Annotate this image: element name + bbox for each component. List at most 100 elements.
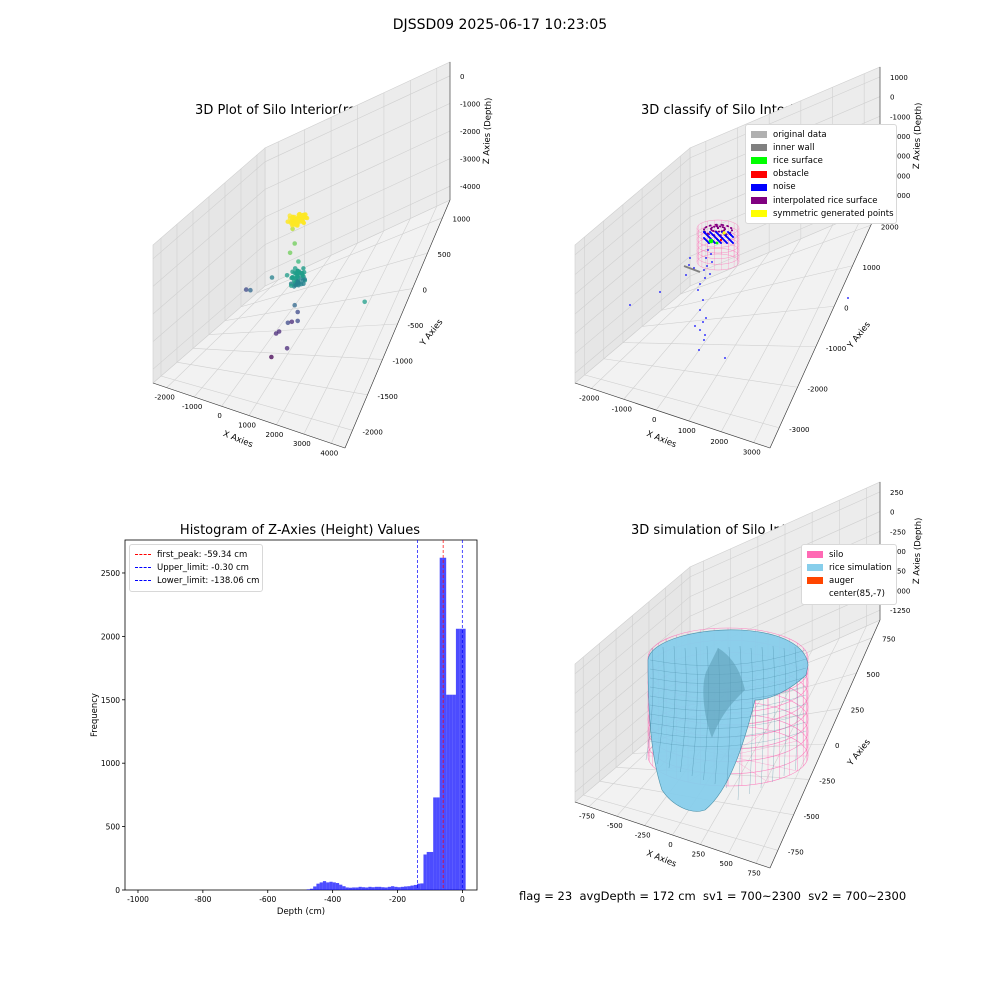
legend-label: original data: [773, 129, 827, 140]
data-point: [300, 270, 305, 276]
legend-entry: rice simulation: [807, 561, 892, 574]
data-point: [269, 354, 274, 360]
inner-wall-points: [683, 265, 701, 273]
legend-label: noise: [773, 182, 796, 193]
x-tick-label: 2000: [266, 431, 284, 439]
interpolated-point: [722, 229, 725, 232]
grid-line: [574, 511, 881, 694]
noise-point: [693, 267, 695, 269]
grid-line: [574, 96, 881, 275]
x-axis-label: X Axies: [221, 429, 254, 450]
legend-swatch: [751, 183, 767, 191]
x-tick-label: 500: [720, 860, 733, 868]
legend-entry: rice surface: [751, 154, 891, 167]
histogram-bar: [420, 883, 424, 890]
y-tick-label: -1500: [378, 393, 398, 401]
histogram-bar: [368, 886, 372, 890]
legend-entry: symmetric generated points: [751, 207, 894, 220]
mesh-line: [657, 646, 665, 765]
legend-entry: original data: [751, 128, 891, 141]
data-point: [302, 277, 307, 282]
interpolated-point: [719, 225, 722, 228]
y-tick-label: -750: [788, 848, 804, 856]
legend-label: obstacle: [773, 169, 809, 180]
legend-entry: noise: [751, 181, 891, 194]
legend-label: Upper_limit: -0.30 cm: [157, 562, 249, 573]
y-tick-label: 2000: [881, 223, 899, 231]
histogram-bar: [439, 557, 443, 890]
x-tick-label: 0: [668, 841, 672, 849]
noise-point: [689, 257, 691, 259]
legend-swatch: [135, 567, 151, 569]
noise-point: [725, 235, 727, 237]
simulation-legend: silo rice simulation auger center(85,-7): [801, 544, 897, 605]
z-axis-label: Z Axies (Depth): [482, 97, 494, 164]
z-tick-label: 0: [890, 94, 894, 102]
data-point: [290, 269, 295, 274]
grid-line: [622, 204, 816, 348]
legend-entry: inner wall: [751, 141, 891, 154]
x-tick-label: -2000: [579, 394, 599, 402]
grid-line: [152, 103, 451, 287]
y-tick-label: -2000: [808, 385, 828, 393]
z-tick-label: 0: [890, 509, 894, 517]
noise-point: [847, 297, 849, 299]
y-tick-label: 500: [866, 671, 879, 679]
histogram-bar: [397, 887, 401, 890]
data-point: [269, 275, 275, 280]
histogram-bar: [374, 886, 379, 890]
histogram-bar: [413, 884, 417, 890]
grid-line: [641, 188, 835, 327]
y-tick-label: -250: [819, 777, 835, 785]
histogram-bar: [391, 886, 395, 890]
interpolated-point: [717, 230, 720, 233]
noise-point: [732, 236, 734, 238]
noise-point: [703, 339, 705, 341]
histogram-bar: [449, 694, 453, 890]
legend-swatch: [751, 210, 767, 218]
status-footnote: flag = 23 avgDepth = 172 cm sv1 = 700~23…: [519, 889, 907, 903]
histogram-bar: [322, 881, 327, 890]
interpolated-point: [716, 223, 718, 226]
figure-title: DJSSD09 2025-06-17 10:23:05: [392, 17, 608, 33]
x-tick-label: 1000: [678, 427, 696, 435]
noise-point: [714, 242, 716, 244]
data-point: [295, 309, 301, 315]
y-tick-label: 0: [423, 287, 427, 295]
y-axis-label: Y Axies: [845, 737, 873, 769]
grid-line: [224, 182, 413, 321]
grid-line: [603, 220, 798, 388]
noise-point: [710, 253, 712, 255]
grid-line: [303, 80, 411, 435]
grid-line: [152, 75, 451, 260]
legend-entry: Upper_limit: -0.30 cm: [135, 561, 257, 574]
histogram-bar: [410, 885, 414, 890]
legend-label: rice simulation: [829, 562, 892, 573]
data-point: [299, 282, 304, 287]
y-axis-label: Y Axies: [845, 320, 873, 352]
mesh-line: [760, 646, 764, 789]
mesh-line: [691, 646, 698, 777]
legend-label: first_peak: -59.34 cm: [157, 549, 248, 560]
noise-point: [699, 329, 701, 331]
x-tick-label: 3000: [293, 440, 311, 448]
x-tick-label: 0: [217, 412, 221, 420]
x-tick-label: -400: [324, 895, 341, 904]
histogram-bar: [426, 851, 430, 890]
grid-line: [208, 196, 398, 335]
legend-swatch: [807, 577, 823, 585]
data-point: [287, 250, 293, 256]
x-tick-label: -2000: [155, 394, 175, 402]
noise-point: [629, 304, 631, 306]
y-tick-label: 250: [851, 707, 864, 715]
y-tick-label: -2000: [363, 428, 383, 436]
histogram-bar: [361, 887, 366, 890]
legend-entry: auger: [807, 574, 891, 587]
panel-title-classify: 3D classify of Silo Interior: [640, 103, 808, 118]
grid-line: [623, 127, 738, 400]
data-point: [292, 302, 298, 308]
y-axis-line: [344, 199, 451, 449]
grid-line: [331, 68, 438, 444]
legend-swatch: [751, 131, 767, 139]
x-tick-label: -750: [579, 813, 595, 821]
